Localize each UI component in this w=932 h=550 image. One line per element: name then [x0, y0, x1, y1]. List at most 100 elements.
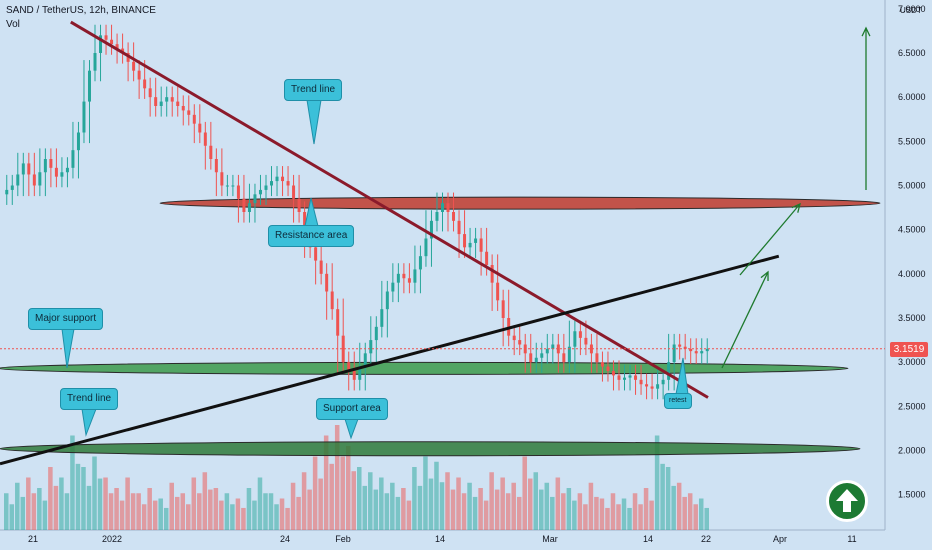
volume-bar	[676, 482, 682, 530]
candle-body	[628, 375, 632, 378]
volume-bar	[268, 493, 274, 530]
candle-body	[413, 269, 417, 283]
candle-body	[281, 176, 285, 182]
volume-bar	[472, 496, 478, 530]
candle-body	[556, 344, 560, 354]
current-price-tag: 3.1519	[890, 341, 928, 357]
volume-bar	[599, 498, 605, 530]
volume-bar	[64, 493, 70, 530]
volume-bar	[605, 507, 610, 530]
candle-body	[87, 70, 91, 102]
volume-bar	[257, 477, 263, 530]
callout-support-area: Support area	[316, 398, 388, 420]
y-tick-label: 3.5000	[898, 313, 926, 323]
candle-body	[435, 212, 439, 221]
candle-body	[639, 379, 643, 385]
volume-bar	[671, 485, 676, 530]
volume-bar	[544, 482, 550, 530]
volume-bar	[15, 482, 20, 530]
candle-body	[584, 337, 588, 345]
candle-body	[452, 212, 456, 221]
volume-bar	[456, 477, 461, 530]
volume-bar	[235, 498, 241, 530]
candle-body	[573, 331, 577, 347]
volume-bar	[594, 496, 599, 530]
candle-body	[402, 273, 406, 279]
volume-bar	[241, 507, 246, 530]
volume-bar	[638, 504, 643, 530]
candle-body	[562, 353, 566, 363]
y-tick-label: 3.0000	[898, 357, 926, 367]
candle-body	[380, 309, 384, 327]
callout-retest: retest	[664, 393, 692, 409]
candle-body	[705, 348, 709, 352]
volume-bar	[687, 493, 693, 530]
candle-body	[330, 291, 334, 310]
candle-body	[440, 203, 444, 212]
candle-body	[518, 340, 522, 345]
candle-body	[43, 159, 47, 173]
candle-body	[71, 150, 75, 168]
projection-arrow-1	[721, 271, 769, 369]
y-tick-label: 4.0000	[898, 269, 926, 279]
support-area-zone	[0, 441, 861, 457]
candle-body	[534, 357, 538, 363]
volume-bar	[246, 488, 252, 530]
candle-body	[479, 238, 483, 252]
volume-bar	[323, 435, 329, 530]
volume-bar	[125, 477, 130, 530]
candle-body	[110, 39, 114, 45]
callout-trend-line-bottom: Trend line	[60, 388, 119, 410]
candle-body	[336, 309, 340, 336]
volume-bar	[130, 493, 136, 530]
candle-body	[148, 88, 152, 98]
y-tick-label: 2.5000	[898, 401, 926, 411]
volume-bar	[539, 489, 544, 530]
candle-body	[589, 344, 593, 354]
volume-bar	[42, 500, 48, 530]
symbol-title: SAND / TetherUS, 12h, BINANCE	[6, 5, 156, 16]
volume-bar	[301, 472, 307, 530]
up-arrow-circle-icon	[826, 480, 868, 522]
volume-bar	[285, 507, 290, 530]
volume-bar	[428, 478, 434, 530]
candle-body	[231, 185, 235, 187]
volume-bar	[152, 500, 158, 530]
volume-bar	[572, 500, 577, 530]
volume-bar	[412, 467, 417, 530]
candle-body	[396, 273, 400, 283]
volume-bar	[511, 482, 516, 530]
volume-bar	[533, 472, 539, 530]
volume-bar	[693, 504, 698, 530]
volume-bar	[583, 504, 588, 530]
volume-bar	[86, 485, 92, 530]
volume-indicator-label: Vol	[6, 19, 20, 30]
volume-bar	[351, 471, 356, 530]
volume-bar	[186, 504, 191, 530]
projection-arrow-3-head	[861, 26, 871, 37]
volume-bar	[561, 493, 566, 530]
volume-bar	[70, 435, 75, 530]
volume-bar	[197, 493, 202, 530]
volume-bar	[307, 489, 312, 530]
candle-body	[60, 172, 64, 177]
volume-bar	[500, 477, 505, 530]
candle-body	[623, 377, 627, 380]
volume-bar	[373, 489, 379, 530]
volume-bar	[555, 477, 561, 530]
candle-body	[578, 331, 582, 338]
candle-body	[468, 242, 472, 248]
volume-bar	[26, 477, 31, 530]
candle-body	[369, 340, 373, 354]
candle-body	[32, 174, 36, 186]
x-tick-label: Feb	[335, 534, 351, 544]
volume-bar	[174, 496, 180, 530]
x-tick-label: 11	[847, 534, 856, 544]
volume-bar	[252, 500, 257, 530]
candle-body	[474, 238, 478, 243]
candle-body	[104, 35, 108, 40]
candle-body	[187, 110, 191, 115]
candle-body	[611, 371, 615, 376]
candle-body	[297, 198, 301, 212]
